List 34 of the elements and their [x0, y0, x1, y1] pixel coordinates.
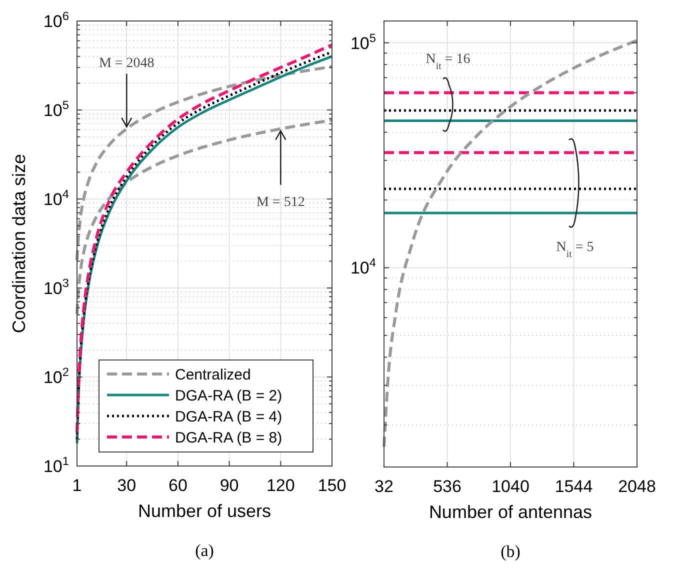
annotation: N$_{it}$ = 5	[556, 240, 594, 260]
legend-label: Centralized	[175, 366, 251, 384]
x-axis-title: Number of antennas	[428, 502, 592, 522]
y-tick-label: 10$^{6}$	[43, 9, 70, 31]
y-tick-label: 10$^{4}$	[43, 187, 70, 209]
x-tick-label: 1544	[554, 477, 593, 496]
annotation: N$_{it}$ = 16	[426, 52, 470, 72]
text: (a)	[195, 541, 214, 560]
text: (b)	[500, 542, 520, 561]
y-tick-label: 10$^{2}$	[43, 365, 70, 387]
x-tick-label: 32	[374, 477, 394, 496]
x-tick-label: 30	[117, 476, 136, 495]
line-series	[382, 38, 638, 448]
y-tick-label: 10$^{1}$	[43, 454, 70, 476]
y-tick-label: 10$^{4}$	[350, 256, 376, 278]
x-tick-label: 2048	[618, 477, 656, 496]
y-tick-label: 10$^{3}$	[43, 276, 70, 298]
annotation: M = 2048	[98, 56, 154, 71]
legend-label: DGA-RA (B = 8)	[175, 430, 282, 446]
x-tick-label: 1	[72, 476, 82, 495]
y-tick-label: 10$^{5}$	[43, 98, 70, 120]
y-tick-label: 10$^{5}$	[350, 30, 376, 53]
annotation: M = 512	[256, 194, 305, 210]
legend-label: DGA-RA (B = 4)	[175, 408, 282, 426]
legend-label: DGA-RA (B = 2)	[175, 388, 282, 404]
x-tick-label: 1040	[492, 477, 530, 496]
x-tick-label: 60	[168, 476, 188, 495]
x-tick-label: 536	[433, 477, 462, 496]
x-tick-label: 120	[266, 476, 295, 495]
y-axis-title: Coordination data size	[9, 154, 29, 334]
x-tick-label: 150	[318, 476, 346, 495]
line-series	[76, 118, 334, 316]
x-axis-title: Number of users	[138, 501, 272, 521]
x-tick-label: 90	[220, 476, 239, 495]
